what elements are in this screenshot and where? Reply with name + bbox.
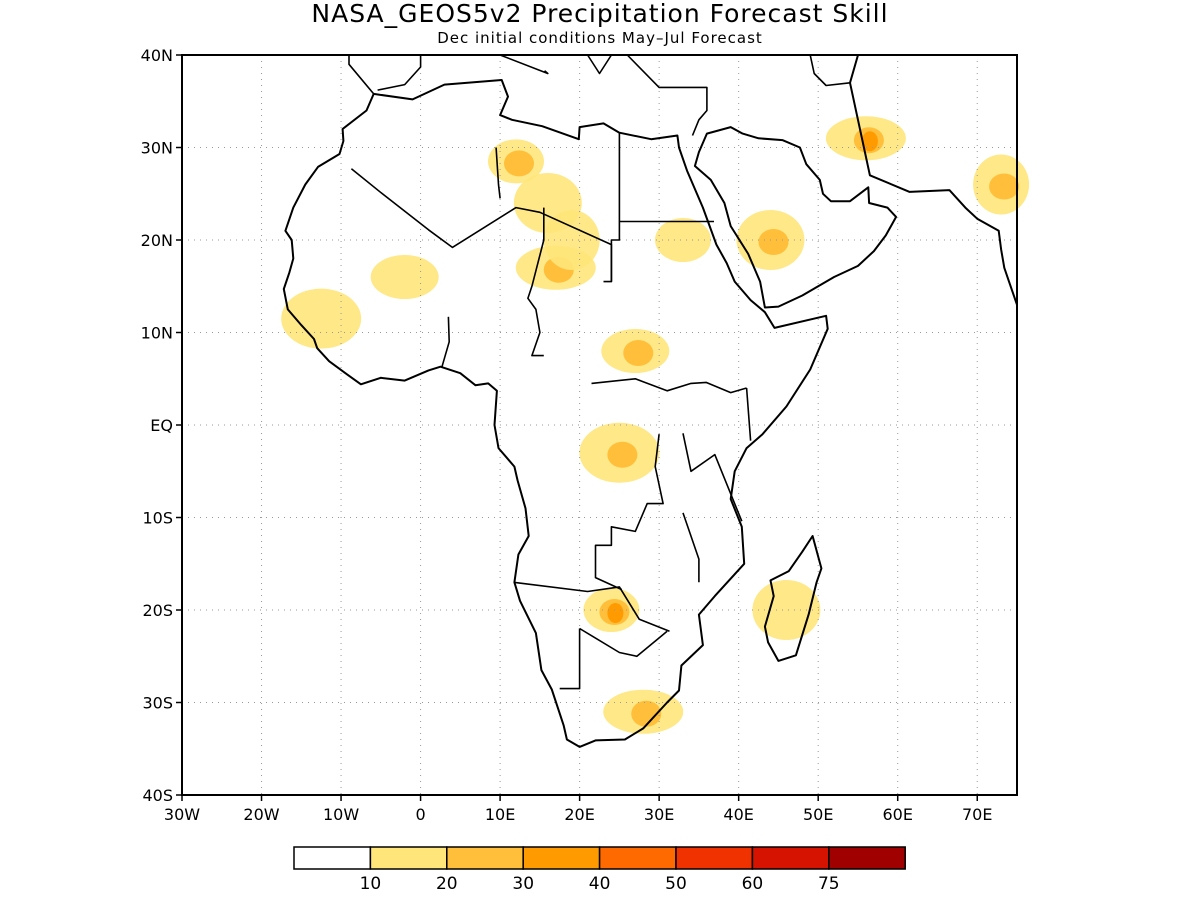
madagascar-coastline	[763, 535, 823, 662]
lat-tick-label: 10S	[142, 509, 173, 528]
lat-tick-label: 10N	[141, 324, 173, 343]
skill-region	[973, 154, 1030, 215]
skill-region	[281, 288, 362, 349]
legend-swatch	[598, 846, 677, 870]
italy-coastline	[499, 54, 549, 75]
lon-tick-label: 30E	[644, 805, 674, 824]
skill-region	[488, 139, 544, 184]
color-legend: 10 20 30 40 50 60 75	[293, 846, 906, 894]
lat-tick-label: 30S	[142, 694, 173, 713]
legend-swatch	[369, 846, 448, 870]
iberia-east-coastline	[377, 55, 422, 91]
legend-swatch	[675, 846, 754, 870]
skill-region	[579, 422, 660, 483]
skill-region	[655, 218, 711, 262]
skill-region	[752, 580, 821, 640]
skill-region	[543, 210, 600, 270]
lon-tick-label: 10W	[323, 805, 359, 824]
lon-tick-label: 10E	[485, 805, 515, 824]
axis-frame	[181, 54, 1018, 796]
skill-region	[603, 689, 684, 734]
border-namibia-zimbabwe	[513, 581, 670, 633]
plot-frame	[181, 54, 1018, 796]
border-south-africa-north	[579, 627, 668, 658]
border-congo-north	[591, 378, 747, 394]
legend-swatch	[446, 846, 524, 870]
skill-region	[601, 329, 670, 373]
lon-tick-label: 30W	[164, 805, 200, 824]
skill-region	[825, 116, 906, 161]
lat-tick-label: 40S	[142, 786, 173, 805]
africa-coastline	[282, 79, 829, 748]
skill-region	[583, 588, 640, 632]
border-algeria-libya	[495, 147, 501, 199]
legend-label: 50	[665, 874, 687, 894]
greece-coastline	[586, 54, 613, 75]
skill-region	[370, 255, 439, 299]
lon-tick-label: 20E	[564, 805, 594, 824]
legend-label: 30	[512, 874, 534, 894]
border-zambia	[594, 434, 664, 591]
legend-label: 75	[818, 874, 840, 894]
coastlines	[282, 54, 1018, 748]
border-egypt-libya-sudan	[603, 132, 621, 283]
legend-swatch	[751, 846, 830, 870]
lon-tick-label: 40E	[723, 805, 753, 824]
chart-title: NASA_GEOS5v2 Precipitation Forecast Skil…	[311, 0, 888, 28]
legend-swatch	[828, 846, 906, 870]
legend-swatch	[522, 846, 601, 870]
chart-subtitle: Dec initial conditions May–Jul Forecast	[437, 29, 763, 47]
border-tanzania	[682, 433, 743, 522]
lon-tick-label: 0	[415, 805, 425, 824]
gridlines	[182, 55, 1017, 795]
legend-label: 60	[742, 874, 764, 894]
lon-tick-label: 60E	[882, 805, 912, 824]
lon-tick-label: 20W	[243, 805, 279, 824]
border-botswana	[559, 628, 581, 690]
border-nigeria-benin	[441, 316, 450, 367]
lon-tick-label: 70E	[962, 805, 992, 824]
border-kenya-somalia	[745, 387, 752, 441]
lon-tick-labels: 30W 20W 10W 0 10E 20E 30E 40E 50E 60E 70E	[164, 795, 992, 824]
legend-label: 10	[360, 874, 382, 894]
lat-tick-label: 30N	[141, 139, 173, 158]
lat-tick-label: 20N	[141, 231, 173, 250]
caspian-coastline	[809, 54, 851, 87]
skill-shading	[281, 116, 1030, 734]
legend-swatch	[293, 846, 372, 870]
lat-tick-label: 20S	[142, 601, 173, 620]
lon-tick-label: 50E	[803, 805, 833, 824]
lat-tick-label: 40N	[141, 46, 173, 65]
asia-coastline	[849, 54, 1018, 306]
border-chad	[527, 207, 545, 357]
border-malawi	[682, 512, 700, 583]
border-sahel	[350, 168, 613, 282]
legend-label: 20	[436, 874, 458, 894]
legend-label: 40	[589, 874, 611, 894]
iberia-coastline	[348, 55, 375, 95]
levant-coastline	[626, 54, 708, 136]
lat-tick-label: EQ	[150, 416, 173, 435]
lat-tick-labels: 40N 30N 20N 10N EQ 10S 20S 30S 40S	[141, 46, 182, 805]
arabia-coastline	[693, 126, 898, 309]
